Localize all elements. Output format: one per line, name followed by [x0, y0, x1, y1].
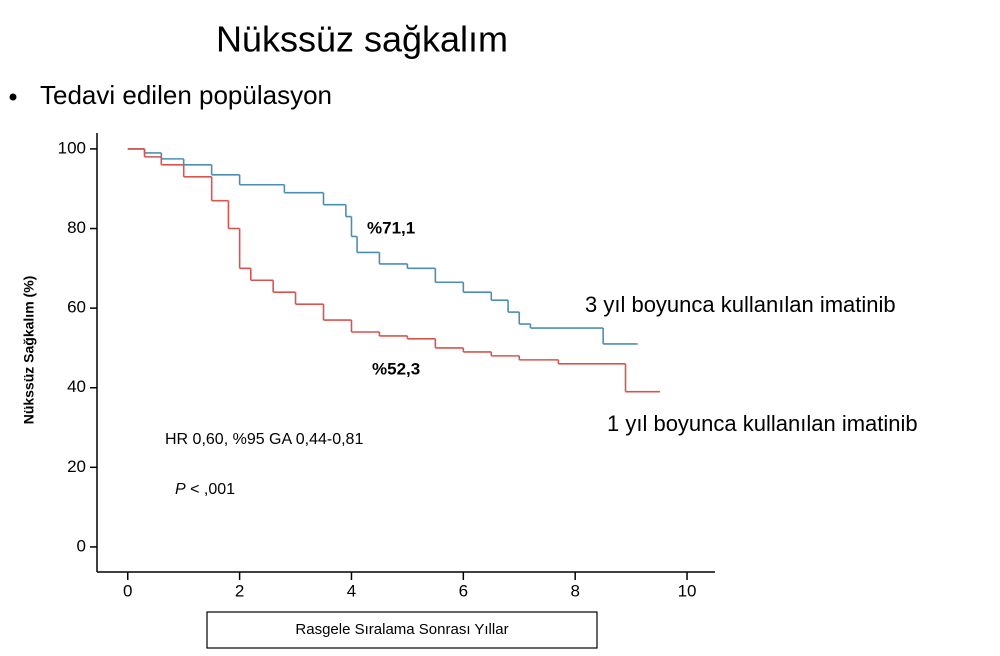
- x-axis-label: Rasgele Sıralama Sonrası Yıllar: [295, 621, 508, 638]
- y-tick-label: 20: [67, 457, 86, 476]
- x-tick-label: 8: [570, 581, 579, 600]
- y-tick-label: 40: [67, 377, 86, 396]
- x-tick-label: 10: [678, 581, 697, 600]
- x-tick-label: 6: [459, 581, 468, 600]
- y-tick-label: 60: [67, 298, 86, 317]
- y-tick-label: 0: [77, 536, 86, 555]
- annotation: HR 0,60, %95 GA 0,44-0,81: [165, 431, 363, 448]
- p-value: P < ,001: [175, 481, 235, 498]
- x-label-box: [206, 611, 598, 649]
- bullet: [9, 93, 17, 101]
- subtitle: Tedavi edilen popülasyon: [40, 80, 332, 110]
- x-tick-label: 2: [235, 581, 244, 600]
- annotation: %52,3: [372, 359, 420, 378]
- annotation: %71,1: [367, 218, 415, 237]
- x-tick-label: 4: [347, 581, 356, 600]
- y-tick-label: 80: [67, 218, 86, 237]
- y-axis-label: Nükssüz Sağkalım (%): [21, 276, 37, 425]
- y-tick-label: 100: [58, 138, 86, 157]
- legend-label: 3 yıl boyunca kullanılan imatinib: [585, 292, 896, 317]
- chart-title: Nükssüz sağkalım: [216, 19, 508, 60]
- legend-label: 1 yıl boyunca kullanılan imatinib: [607, 411, 918, 436]
- p-symbol: P: [175, 481, 186, 498]
- p-text: < ,001: [190, 481, 235, 498]
- x-tick-label: 0: [123, 581, 132, 600]
